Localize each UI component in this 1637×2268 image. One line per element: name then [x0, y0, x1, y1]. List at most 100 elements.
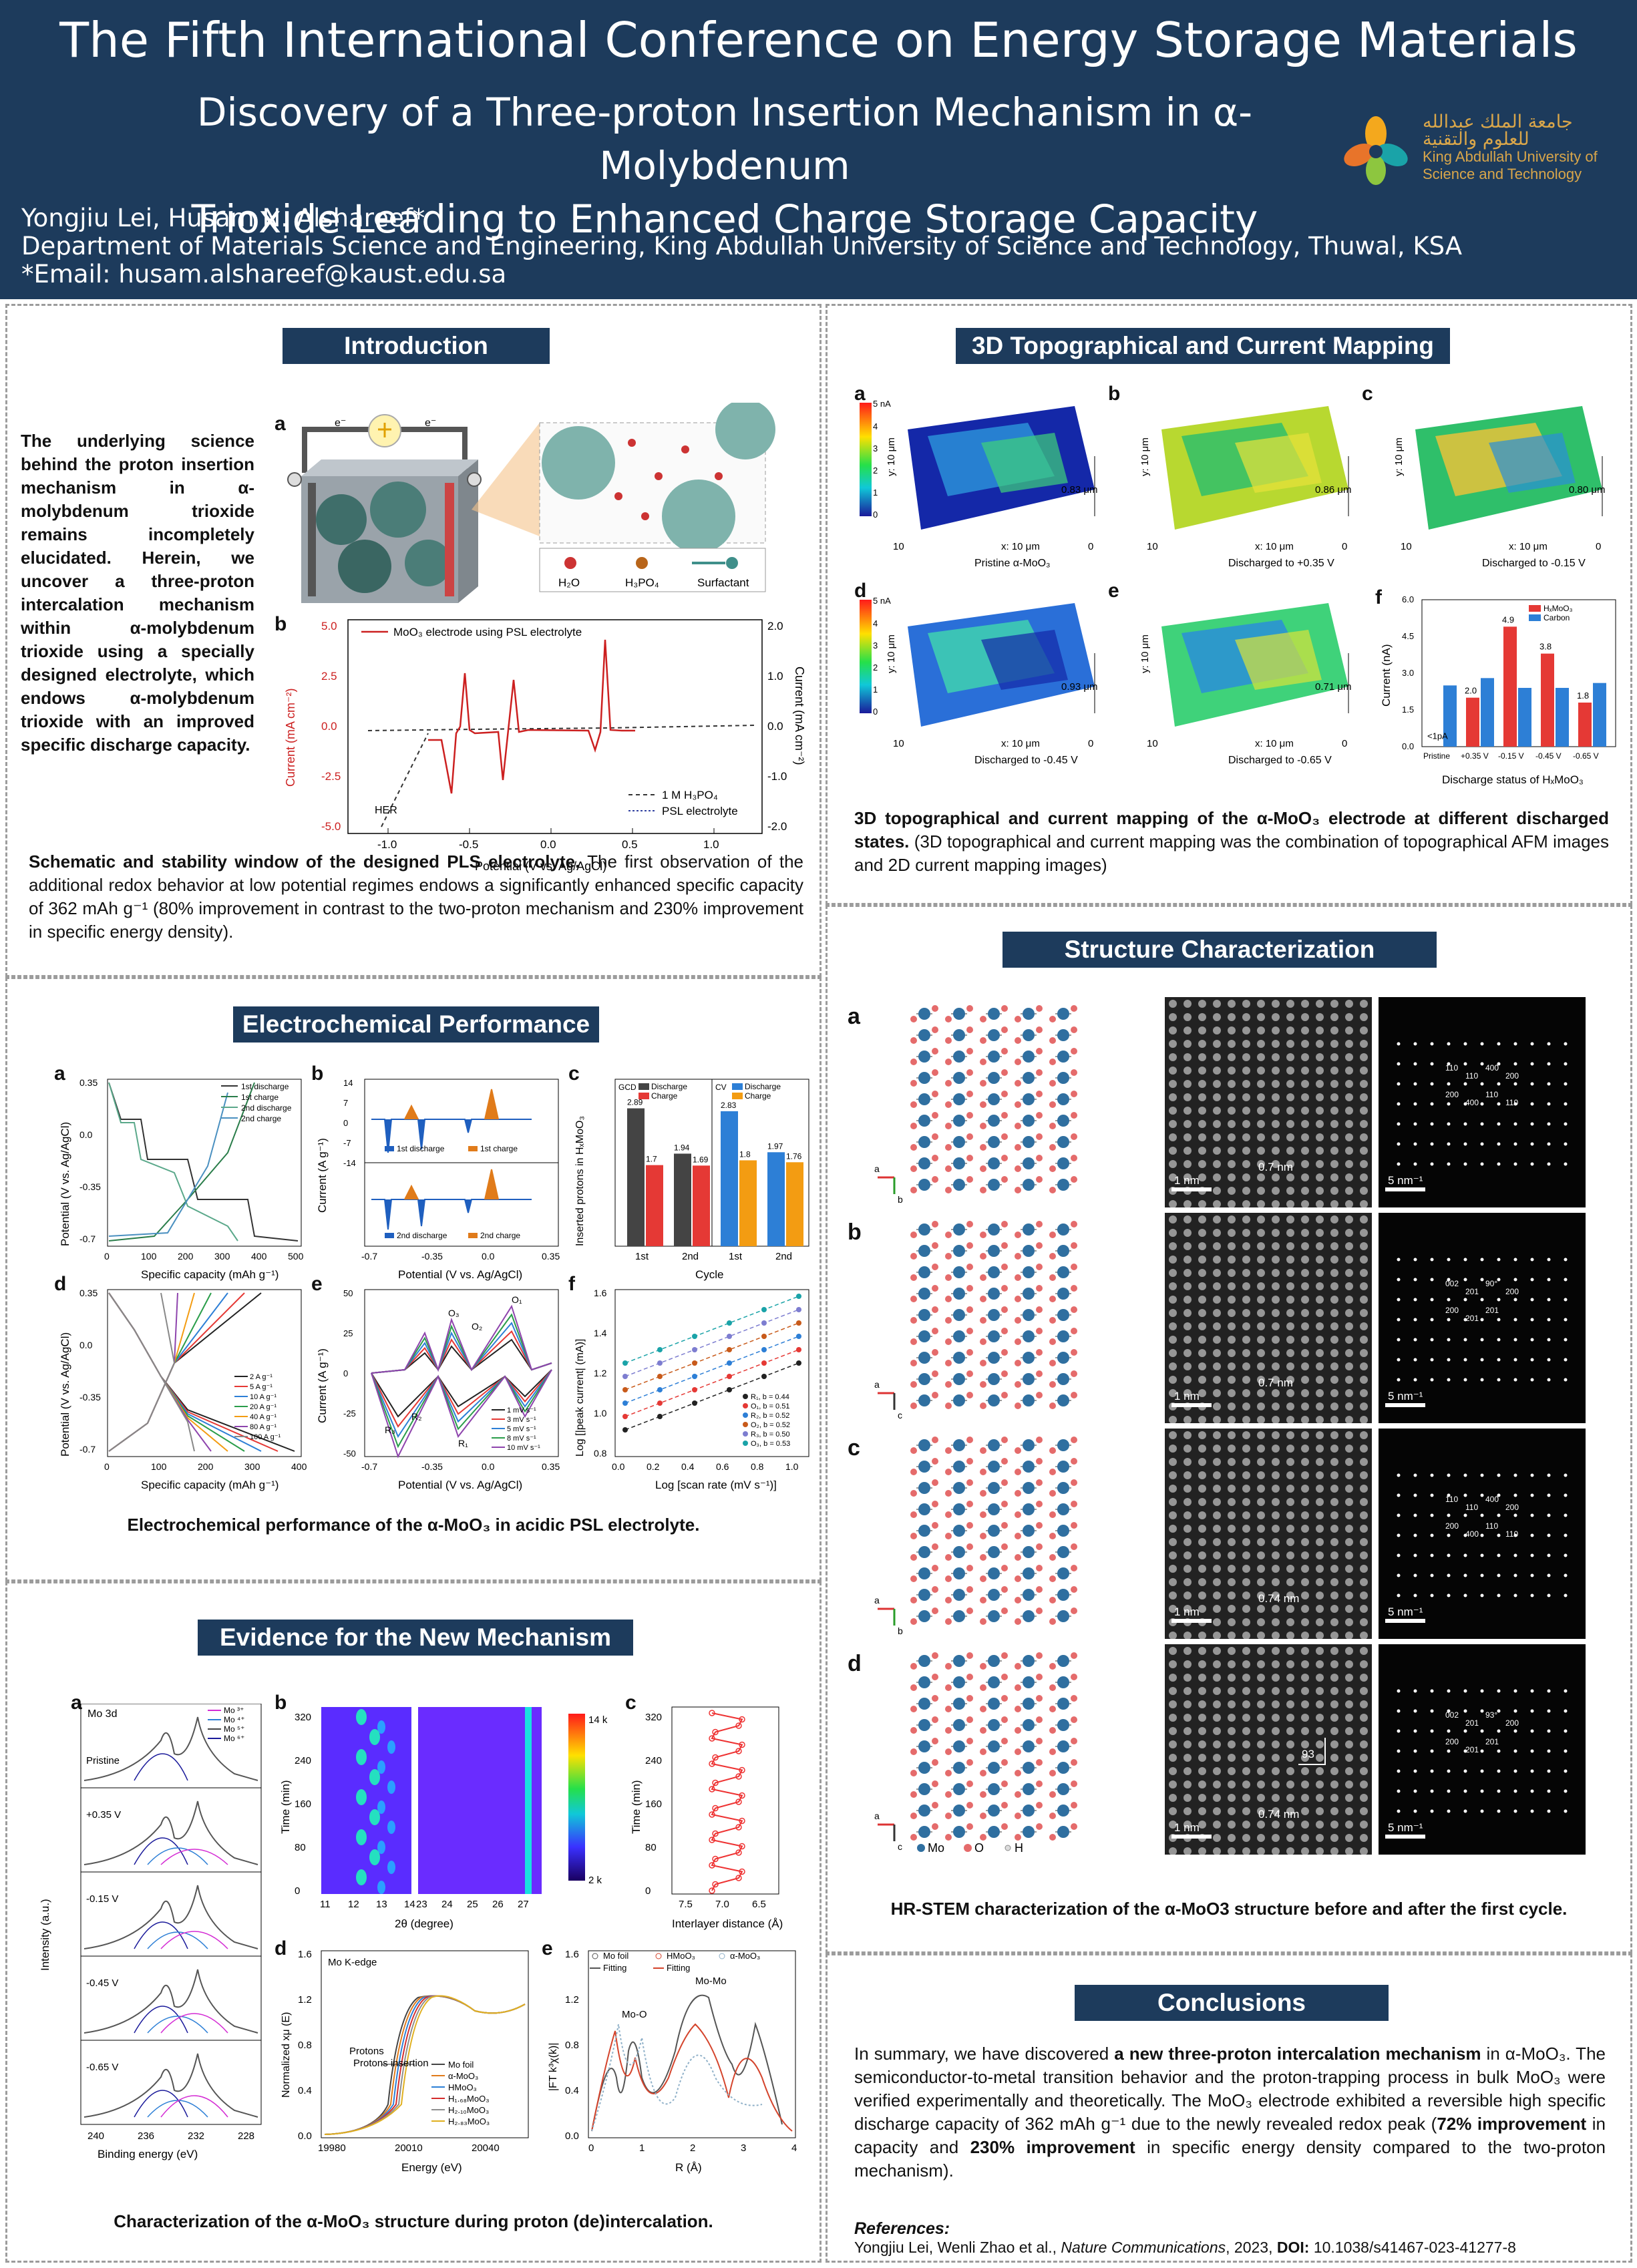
fft-spot — [1430, 1473, 1434, 1477]
hrstem-atom-column — [1301, 1256, 1309, 1264]
gcd-ytick: 0.0 — [79, 1129, 93, 1140]
hrstem-atom-column — [1345, 1847, 1353, 1855]
hrstem-atom-column — [1242, 1551, 1250, 1559]
evidence-xanes-chart: Mo K-edge Protons Protons insertion Mo f… — [275, 1944, 542, 2178]
hrstem-atom-column — [1286, 1093, 1294, 1101]
hrstem-atom-column — [1184, 1767, 1192, 1775]
crystal-mo-atom — [1023, 1762, 1035, 1774]
hrstem-atom-column — [1228, 1173, 1236, 1181]
topo-map-b: b y: 10 μm 10 x: 10 μm 0 0.86 μm Discharged to… — [1108, 383, 1355, 580]
hrstem-atom-column — [1213, 1632, 1221, 1640]
hrstem-atom-column — [1330, 1187, 1338, 1195]
fft-spot — [1447, 1749, 1451, 1753]
hrstem-atom-column — [1345, 1120, 1353, 1128]
crystal-o-atom — [910, 1144, 917, 1151]
hrstem-atom-column — [1228, 1080, 1236, 1088]
hrstem-atom-column — [1301, 1754, 1309, 1762]
crystal-o-atom — [966, 1069, 973, 1076]
hrstem-atom-column — [1286, 1754, 1294, 1762]
hrstem-atom-column — [1316, 1133, 1324, 1141]
crystal-o-atom — [1036, 1176, 1043, 1183]
hrstem-atom-column — [1272, 1402, 1280, 1410]
concl-p3: in capacity and — [854, 2114, 1606, 2157]
xps-xtick: 232 — [188, 2130, 204, 2142]
crystal-o-atom — [910, 1490, 917, 1497]
evidence-xanes-svg: Mo K-edge Protons Protons insertion Mo f… — [281, 1949, 529, 2174]
crystal-o-atom — [1001, 1437, 1008, 1443]
hrstem-atom-column — [1213, 1282, 1221, 1290]
crystal-mo-atom — [1057, 1698, 1069, 1710]
intro-caption-bold: Schematic and stability window of the de… — [29, 852, 580, 872]
fft-spot — [1513, 1709, 1517, 1713]
crystal-o-atom — [1071, 1048, 1077, 1055]
proton-bar-xtick: 2nd — [775, 1251, 792, 1262]
hrstem-atom-column — [1198, 1080, 1206, 1088]
hrstem-atom-column — [1360, 1160, 1368, 1168]
hrstem-atom-column — [1272, 1647, 1280, 1655]
crystal-mo-atom — [1023, 1352, 1035, 1364]
hrstem-atom-column — [1184, 1026, 1192, 1034]
hrstem-atom-column — [1272, 1445, 1280, 1453]
hrstem-atom-column — [1345, 1780, 1353, 1788]
fft-index-label: 200 — [1445, 1737, 1459, 1746]
crystal-o-atom — [910, 1016, 917, 1022]
hrstem-atom-column — [1169, 1578, 1177, 1586]
fft-spot — [1497, 1162, 1501, 1166]
fft-spot — [1564, 1533, 1568, 1537]
bval-fit-line — [624, 1322, 799, 1390]
crystal-o-atom — [1001, 1759, 1008, 1766]
crystal-mo-atom — [988, 1266, 1000, 1278]
crystal-mo-atom — [918, 1051, 930, 1063]
fft-spot — [1547, 1553, 1551, 1557]
crystal-o-atom — [1036, 1652, 1043, 1659]
crystal-o-atom — [1071, 1674, 1077, 1680]
crystal-o-atom — [932, 1716, 938, 1723]
fft-spot — [1430, 1142, 1434, 1146]
hrstem-atom-column — [1257, 1080, 1265, 1088]
topo-y-axis: y: 10 μm — [1139, 634, 1151, 673]
hrstem-atom-column — [1184, 1511, 1192, 1519]
crystal-o-atom — [1001, 1155, 1008, 1161]
fft-spot — [1397, 1162, 1401, 1166]
hrstem-atom-column — [1228, 1485, 1236, 1493]
hrstem-atom-column — [1316, 1551, 1324, 1559]
fft-spot — [1413, 1493, 1417, 1497]
crystal-o-atom — [1071, 1823, 1077, 1830]
fft-spot — [1430, 1809, 1434, 1813]
fft-spot — [1497, 1493, 1501, 1497]
hrstem-atom-column — [1345, 1256, 1353, 1264]
crystal-o-atom — [1049, 1663, 1056, 1670]
crystal-mo-atom — [918, 1093, 930, 1105]
hrstem-atom-column — [1242, 1173, 1250, 1181]
intro-ytick-right: -1.0 — [767, 770, 787, 783]
hrstem-atom-column — [1301, 1160, 1309, 1168]
hrstem-atom-column — [1198, 1349, 1206, 1357]
crystal-o-atom — [1071, 1221, 1077, 1227]
crystal-model: ab — [874, 1005, 1077, 1205]
crystal-mo-atom — [918, 1740, 930, 1752]
hrstem-atom-column — [1228, 1215, 1236, 1223]
topo-y-axis: y: 10 μm — [886, 634, 897, 673]
xrd-xtick: 24 — [441, 1899, 453, 1910]
cv-cathodic-curve — [371, 1369, 552, 1459]
fft-spot — [1430, 1593, 1434, 1597]
hrstem-atom-column — [1330, 1538, 1338, 1546]
crystal-o-atom — [966, 1674, 973, 1680]
hrstem-atom-column — [1184, 1538, 1192, 1546]
crystal-o-atom — [1071, 1437, 1077, 1443]
hrstem-atom-column — [1242, 1660, 1250, 1668]
hrstem-atom-column — [1272, 1794, 1280, 1802]
hrstem-atom-column — [1198, 1215, 1206, 1223]
intro-cv-xlabel: Potential (V vs. Ag/AgCl) — [475, 860, 606, 873]
cv-ytick: 50 — [343, 1288, 353, 1298]
bval-fit-line — [624, 1296, 799, 1364]
fft-spot — [1530, 1042, 1534, 1046]
ref-doi-label: DOI: — [1276, 2239, 1310, 2256]
legend-surfactant: Surfactant — [697, 576, 749, 589]
fft-spot — [1513, 1553, 1517, 1557]
bval-legend-marker — [743, 1441, 748, 1446]
hrstem-atom-column — [1316, 1647, 1324, 1655]
crystal-o-atom — [966, 1264, 973, 1270]
hrstem-atom-column — [1330, 1200, 1338, 1208]
interlayer-point — [712, 1728, 719, 1736]
